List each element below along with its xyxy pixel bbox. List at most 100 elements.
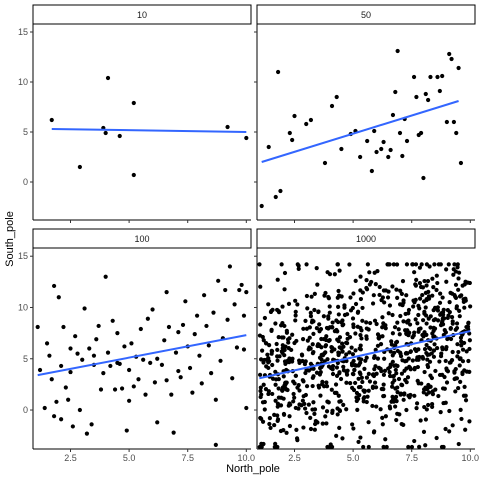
data-point (273, 369, 278, 374)
data-point (395, 48, 400, 54)
data-point (362, 388, 367, 393)
data-point (383, 414, 388, 419)
data-point (444, 279, 449, 284)
data-point (417, 281, 423, 286)
data-point (341, 402, 346, 407)
data-point (49, 117, 54, 123)
trend-line (261, 100, 459, 163)
data-point (268, 309, 274, 315)
data-point (395, 411, 400, 416)
data-point (286, 301, 292, 307)
facet-strip (32, 228, 252, 249)
data-point (380, 295, 386, 300)
data-point (308, 361, 314, 366)
data-point (322, 160, 328, 166)
data-point (337, 408, 342, 413)
data-point (431, 325, 436, 330)
data-point (360, 305, 365, 311)
data-point (51, 414, 57, 419)
data-point (290, 332, 295, 337)
data-point (420, 356, 426, 361)
data-point (276, 335, 281, 340)
data-point (364, 287, 370, 292)
data-point (444, 267, 449, 272)
data-point (358, 360, 363, 365)
data-point (449, 56, 454, 62)
data-point (433, 368, 438, 374)
data-point (209, 371, 214, 376)
data-point (334, 373, 340, 379)
data-point (344, 352, 349, 357)
data-point (202, 293, 207, 298)
data-point (393, 404, 398, 409)
data-point (329, 103, 335, 109)
data-point (258, 385, 263, 390)
data-point (257, 444, 262, 450)
data-point (292, 381, 297, 386)
data-point (320, 405, 326, 410)
data-point (415, 321, 420, 326)
data-point (35, 324, 40, 330)
data-point (395, 320, 400, 325)
data-point (275, 347, 280, 352)
data-point (296, 406, 301, 411)
data-point (358, 343, 363, 348)
data-point (417, 354, 422, 360)
data-point (319, 336, 324, 342)
data-point (270, 376, 276, 381)
data-point (380, 422, 385, 427)
data-point (404, 138, 410, 144)
data-point (395, 389, 400, 395)
data-point (244, 405, 249, 411)
data-point (342, 305, 347, 310)
data-point (308, 117, 314, 123)
data-point (462, 384, 467, 389)
data-point (199, 381, 204, 386)
data-point (366, 327, 371, 332)
data-point (103, 274, 108, 279)
data-point (381, 139, 386, 145)
data-point (303, 406, 308, 411)
data-point (345, 331, 350, 336)
data-point (424, 392, 429, 397)
data-point (437, 88, 442, 94)
data-point (371, 373, 377, 379)
data-point (300, 398, 305, 403)
data-point (435, 345, 440, 351)
data-point (260, 400, 266, 405)
data-point (326, 338, 331, 343)
data-point (305, 306, 310, 311)
data-point (359, 336, 364, 341)
data-point (326, 294, 331, 300)
data-point (204, 323, 209, 329)
data-point (464, 349, 469, 354)
data-point (446, 313, 451, 318)
facet-panel-50: 50 (254, 4, 476, 223)
data-point (355, 324, 360, 329)
data-point (375, 343, 381, 348)
data-point (337, 268, 342, 273)
data-point (367, 270, 372, 275)
data-point (444, 119, 449, 125)
data-point (293, 313, 298, 318)
data-point (438, 323, 444, 328)
data-point (138, 326, 143, 332)
data-point (337, 425, 342, 430)
data-point (381, 394, 386, 399)
data-point (281, 411, 287, 417)
data-point (258, 357, 264, 362)
data-point (176, 368, 181, 374)
data-point (275, 404, 280, 409)
data-point (316, 309, 321, 314)
y-axis-title: South_pole (4, 211, 16, 267)
data-point (304, 262, 309, 267)
data-point (434, 435, 439, 441)
data-point (439, 444, 445, 450)
data-point (327, 304, 332, 309)
data-point (467, 338, 472, 343)
data-point (422, 278, 427, 284)
data-point (378, 366, 383, 371)
data-point (398, 391, 404, 396)
x-tick-label: 2.5 (288, 453, 301, 463)
data-point (127, 398, 132, 403)
